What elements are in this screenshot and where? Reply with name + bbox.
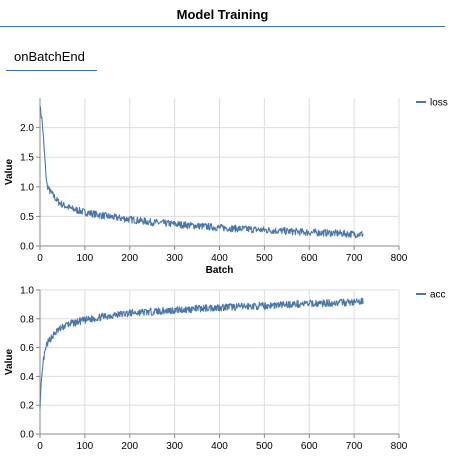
y-tick-label: 0.6 [20, 343, 34, 354]
x-tick-label: 0 [37, 441, 43, 452]
legend-label: acc [430, 290, 446, 301]
tab-onbatchend[interactable]: onBatchEnd [6, 42, 97, 71]
y-tick-label: 0.2 [20, 401, 34, 412]
x-tick-label: 0 [37, 253, 43, 264]
x-axis-label: Batch [206, 265, 234, 276]
x-tick-label: 200 [121, 441, 138, 452]
x-tick-label: 500 [256, 253, 273, 264]
x-tick-label: 500 [256, 441, 273, 452]
x-tick-label: 400 [211, 441, 228, 452]
x-tick-label: 200 [121, 253, 138, 264]
y-tick-label: 0.4 [20, 372, 34, 383]
series-line-loss [39, 106, 364, 239]
y-axis-label: Value [4, 349, 15, 376]
x-tick-label: 600 [301, 253, 318, 264]
loss-chart: 0.0 0.5 1.0 1.5 2.0 0 100 200 300 400 500 600 700 800… [4, 98, 448, 277]
x-tick-label: 100 [77, 441, 94, 452]
x-tick-label: 300 [166, 253, 183, 264]
y-tick-label: 0.8 [20, 314, 34, 325]
x-tick-label: 100 [77, 253, 94, 264]
series-line-acc [39, 297, 364, 409]
x-tick-label: 700 [346, 441, 363, 452]
y-axis-label: Value [4, 159, 15, 186]
y-tick-label: 1.0 [20, 182, 34, 193]
y-tick-label: 2.0 [20, 123, 34, 134]
page-header: Model Training [0, 0, 445, 27]
y-tick-label: 1.5 [20, 153, 34, 164]
y-tick-label: 0.5 [20, 212, 34, 223]
x-tick-label: 600 [301, 441, 318, 452]
acc-chart: 0.0 0.2 0.4 0.6 0.8 1.0 0 100 200 300 400 500 600 700… [4, 286, 446, 453]
x-tick-label: 800 [391, 253, 408, 264]
x-tick-label: 700 [346, 253, 363, 264]
y-tick-label: 0.0 [20, 242, 34, 253]
x-tick-label: 300 [166, 441, 183, 452]
legend-label: loss [430, 98, 448, 109]
page-title: Model Training [176, 7, 269, 22]
y-tick-label: 0.0 [20, 430, 34, 441]
x-tick-label: 400 [211, 253, 228, 264]
x-tick-label: 800 [391, 441, 408, 452]
y-tick-label: 1.0 [20, 286, 34, 297]
tab-label: onBatchEnd [14, 49, 85, 64]
